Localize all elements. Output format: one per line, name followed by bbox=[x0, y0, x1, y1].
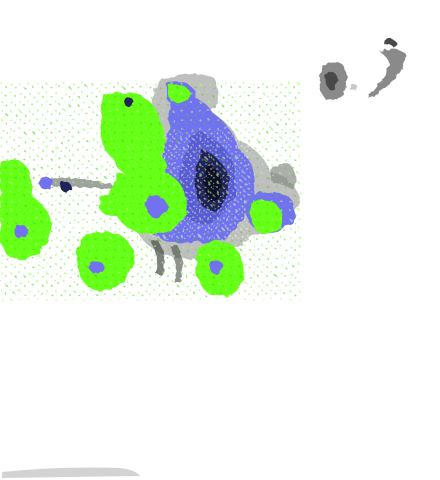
patch bbox=[145, 195, 168, 218]
feature-blob-inner bbox=[325, 71, 338, 90]
bottom-edge-feature bbox=[2, 467, 140, 478]
detached-features bbox=[319, 38, 406, 101]
patch bbox=[89, 260, 104, 274]
moderate-density-zones bbox=[0, 80, 300, 300]
feature-speck bbox=[350, 83, 358, 91]
patch bbox=[209, 260, 224, 274]
patch bbox=[124, 97, 134, 107]
patch bbox=[39, 176, 54, 190]
patch bbox=[60, 181, 72, 193]
faint-line bbox=[2, 467, 140, 478]
mixed-patches bbox=[13, 97, 224, 274]
feature-arc bbox=[368, 48, 406, 98]
feature-hook bbox=[384, 38, 398, 48]
patch bbox=[13, 224, 28, 238]
